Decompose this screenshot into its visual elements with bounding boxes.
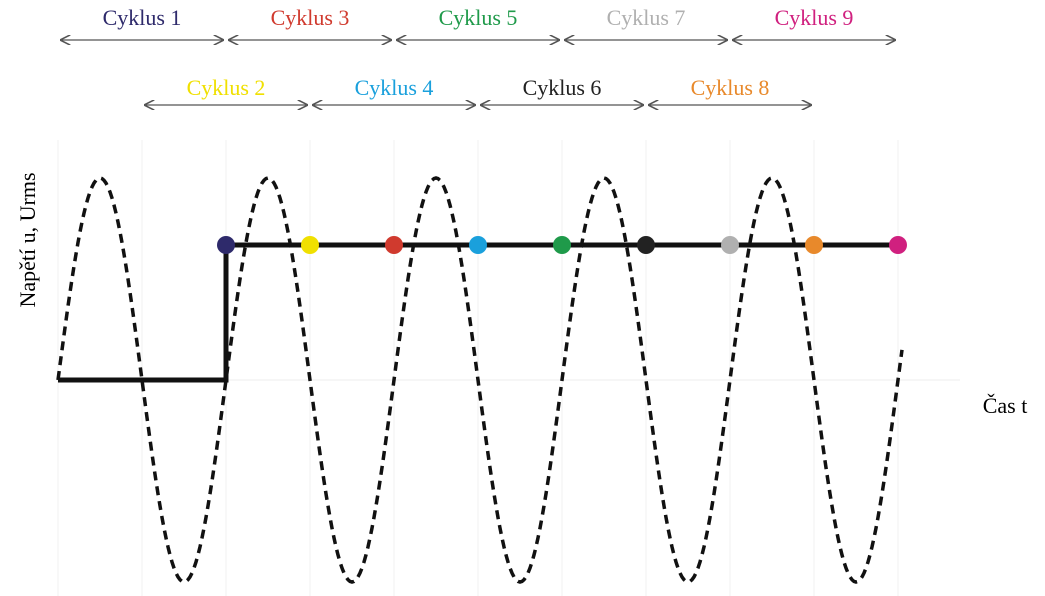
cycle-label: Cyklus 9	[775, 5, 854, 30]
x-axis-label: Čas t	[983, 393, 1028, 418]
cycle-dot	[805, 236, 823, 254]
cycle-label: Cyklus 4	[355, 75, 434, 100]
rms-step	[58, 242, 900, 383]
cycle-label: Cyklus 6	[523, 75, 602, 100]
cycle-dot	[889, 236, 907, 254]
cycle-label: Cyklus 5	[439, 5, 518, 30]
cycle-label: Cyklus 7	[607, 5, 686, 30]
y-axis-label: Napětí u, Urms	[15, 172, 40, 307]
cycle-dot	[385, 236, 403, 254]
cycles: Cyklus 1 Cyklus 2 Cyklus 3 Cyklus 4 Cyklus 5…	[60, 5, 907, 254]
cycle-label: Cyklus 8	[691, 75, 770, 100]
cycle-dot	[637, 236, 655, 254]
cycle-label: Cyklus 2	[187, 75, 266, 100]
cycle-dot	[721, 236, 739, 254]
cycle-dot	[217, 236, 235, 254]
cycle-dot	[469, 236, 487, 254]
voltage-wave	[56, 176, 904, 584]
cycle-dot	[553, 236, 571, 254]
cycle-dot	[301, 236, 319, 254]
cycle-label: Cyklus 1	[103, 5, 182, 30]
cycle-label: Cyklus 3	[271, 5, 350, 30]
